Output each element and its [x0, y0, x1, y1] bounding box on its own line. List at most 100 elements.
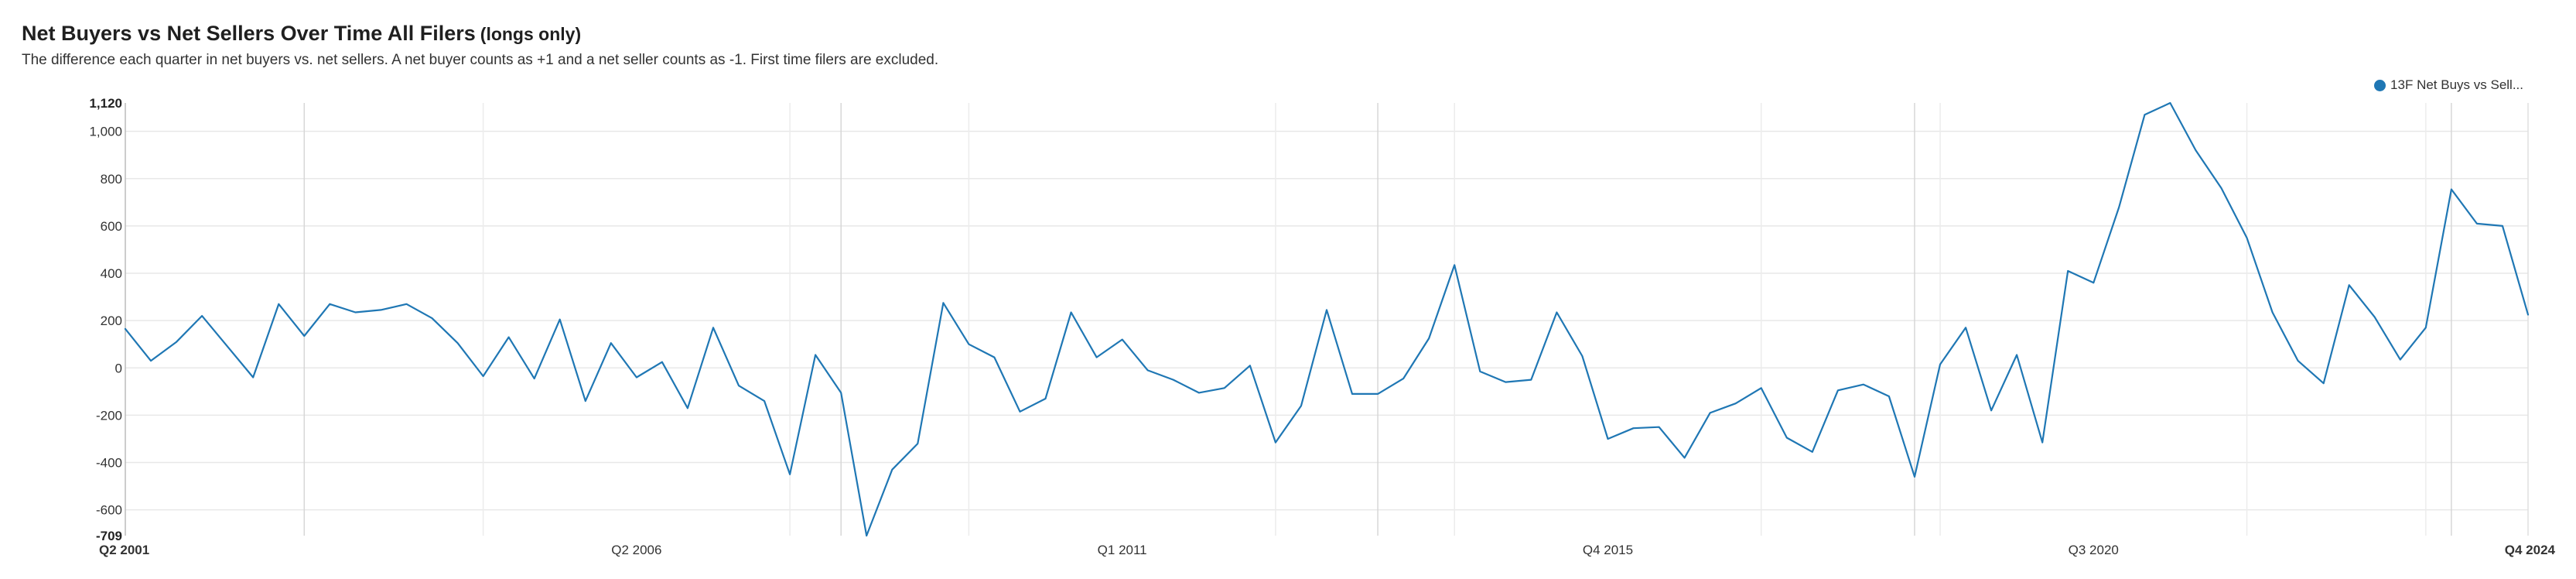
data-point[interactable]	[1245, 361, 1255, 370]
data-point[interactable]	[1833, 385, 1843, 395]
data-point[interactable]	[299, 331, 309, 341]
data-point[interactable]	[683, 403, 692, 413]
data-point[interactable]	[1067, 307, 1076, 317]
data-point[interactable]	[658, 358, 667, 367]
data-point[interactable]	[811, 350, 820, 359]
data-point[interactable]	[1092, 353, 1102, 362]
data-point[interactable]	[1475, 367, 1484, 376]
data-point[interactable]	[1603, 434, 1612, 444]
data-point[interactable]	[2089, 278, 2098, 287]
data-point[interactable]	[555, 315, 565, 324]
data-point[interactable]	[2345, 280, 2354, 290]
data-point[interactable]	[632, 373, 641, 382]
data-point[interactable]	[1143, 365, 1153, 375]
data-point[interactable]	[836, 388, 846, 397]
data-point[interactable]	[2012, 350, 2021, 359]
data-point[interactable]	[1731, 399, 1741, 408]
data-point[interactable]	[530, 374, 539, 383]
data-point[interactable]	[1884, 392, 1894, 401]
data-point[interactable]	[350, 307, 360, 317]
data-point[interactable]	[248, 373, 258, 382]
data-point[interactable]	[964, 340, 973, 349]
data-point[interactable]	[2216, 183, 2226, 193]
data-point[interactable]	[172, 337, 181, 347]
series-line-0[interactable]	[124, 101, 2530, 537]
data-point[interactable]	[1859, 380, 1868, 389]
data-point[interactable]	[2243, 233, 2252, 242]
data-point[interactable]	[785, 470, 794, 479]
data-point[interactable]	[862, 531, 871, 540]
data-point[interactable]	[2268, 307, 2277, 317]
data-point[interactable]	[1577, 351, 1587, 361]
data-point[interactable]	[760, 396, 769, 406]
data-point[interactable]	[1322, 305, 1331, 314]
data-point[interactable]	[2038, 438, 2047, 447]
data-point[interactable]	[2523, 310, 2533, 320]
data-point[interactable]	[504, 333, 514, 342]
data-point[interactable]	[2472, 219, 2482, 228]
data-point[interactable]	[1015, 407, 1024, 416]
data-point[interactable]	[1450, 260, 1459, 269]
data-point[interactable]	[2498, 221, 2507, 231]
data-point[interactable]	[1961, 323, 1970, 332]
data-point[interactable]	[2165, 98, 2175, 108]
data-point[interactable]	[401, 300, 411, 309]
data-point[interactable]	[2447, 185, 2456, 194]
data-point[interactable]	[1808, 447, 1817, 457]
data-point[interactable]	[1373, 389, 1382, 399]
data-point[interactable]	[1526, 375, 1536, 385]
data-point[interactable]	[1910, 472, 1919, 481]
data-point[interactable]	[1629, 423, 1638, 433]
data-point[interactable]	[146, 356, 155, 365]
data-point[interactable]	[1757, 383, 1766, 392]
data-point[interactable]	[606, 338, 616, 348]
data-point[interactable]	[989, 353, 999, 362]
data-point[interactable]	[376, 305, 385, 314]
data-point[interactable]	[2421, 323, 2431, 332]
data-point[interactable]	[325, 300, 334, 309]
data-point[interactable]	[1680, 453, 1689, 462]
data-point[interactable]	[1552, 307, 1561, 317]
data-point[interactable]	[709, 323, 718, 332]
data-point[interactable]	[1501, 378, 1510, 387]
y-min-label: -709	[96, 529, 122, 543]
data-point[interactable]	[2370, 313, 2380, 322]
data-point[interactable]	[1297, 401, 1306, 410]
data-point[interactable]	[1706, 408, 1715, 417]
data-point[interactable]	[428, 313, 437, 323]
data-point[interactable]	[887, 465, 897, 475]
y-tick-label: -600	[96, 503, 122, 518]
data-point[interactable]	[2140, 110, 2149, 119]
data-point[interactable]	[1782, 433, 1792, 442]
data-point[interactable]	[1987, 406, 1996, 415]
data-point[interactable]	[581, 396, 590, 406]
data-point[interactable]	[223, 342, 232, 351]
data-point[interactable]	[453, 338, 463, 348]
data-point[interactable]	[1655, 423, 1664, 432]
data-point[interactable]	[2191, 146, 2200, 155]
data-point[interactable]	[2063, 266, 2072, 276]
data-point[interactable]	[1169, 375, 1178, 385]
data-point[interactable]	[2319, 379, 2328, 388]
data-point[interactable]	[274, 300, 283, 309]
data-point[interactable]	[2114, 202, 2123, 211]
data-point[interactable]	[913, 439, 922, 448]
data-point[interactable]	[2294, 356, 2303, 365]
data-point[interactable]	[938, 298, 948, 307]
data-point[interactable]	[1194, 388, 1204, 397]
data-point[interactable]	[197, 311, 207, 320]
data-point[interactable]	[1041, 394, 1051, 403]
data-point[interactable]	[1220, 383, 1229, 392]
data-point[interactable]	[1399, 374, 1408, 383]
x-tick-label: Q1 2011	[1098, 543, 1147, 557]
data-point[interactable]	[479, 372, 488, 381]
data-point[interactable]	[1271, 438, 1280, 447]
data-point[interactable]	[1348, 389, 1357, 399]
data-point[interactable]	[2396, 355, 2405, 365]
data-point[interactable]	[734, 381, 743, 390]
data-point[interactable]	[1935, 360, 1945, 369]
data-point[interactable]	[1118, 335, 1127, 344]
chart-legend[interactable]: 13F Net Buys vs Sell...	[2374, 77, 2523, 93]
data-point[interactable]	[1424, 334, 1433, 343]
